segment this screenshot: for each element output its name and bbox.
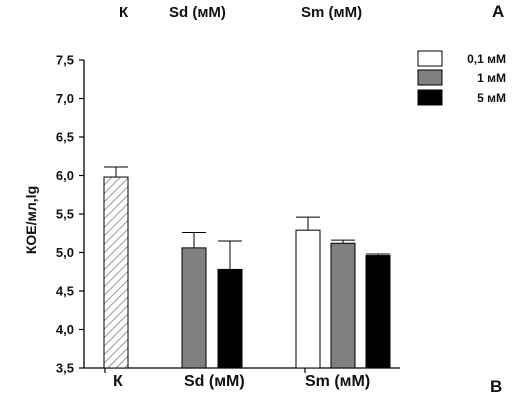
top-label-sm: Sm (мМ) [301,4,363,21]
y-axis-label: КОЕ/мл,lg [23,186,39,254]
legend-label: 5 мМ [477,91,506,105]
legend-label: 1 мМ [477,71,506,85]
y-tick-label: 5,0 [56,245,74,260]
y-tick-label: 6,5 [56,130,74,145]
y-tick-label: 5,5 [56,207,74,222]
top-label-sd: Sd (мМ) [169,4,226,21]
y-tick-label: 7,0 [56,91,74,106]
y-tick-label: 6,0 [56,168,74,183]
top-label-k: К [119,4,129,21]
y-tick-label: 3,5 [56,361,74,376]
legend-swatch [417,50,443,67]
legend: 0,1 мМ 1 мМ 5 мМ [417,50,506,106]
bar [295,229,321,369]
bars [103,166,391,369]
y-tick-label: 4,5 [56,284,74,299]
category-label-sd: Sd (мМ) [184,373,245,390]
panel-label-top: A [492,2,505,21]
category-label-k: К [113,373,123,390]
bar [181,247,207,369]
y-tick-label: 7,5 [56,53,74,68]
bar [217,268,243,369]
legend-swatch [417,89,443,106]
y-tick-label: 4,0 [56,322,74,337]
legend-swatch [417,69,443,86]
bar [330,242,356,369]
bar [365,255,391,369]
legend-label: 0,1 мМ [467,52,506,66]
category-label-sm: Sm (мМ) [305,373,371,390]
bar [103,176,129,369]
panel-label-bottom: B [490,377,503,396]
